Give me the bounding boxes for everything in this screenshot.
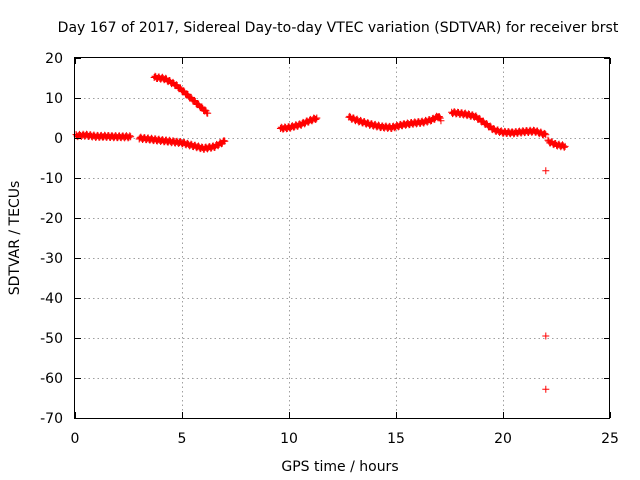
data-point-marker [312, 115, 320, 123]
data-point-marker [559, 142, 567, 150]
y-tick-label: -40 [40, 291, 63, 307]
data-point-marker [187, 93, 195, 101]
series-arc-6 [448, 108, 550, 139]
y-tick-label: -20 [40, 211, 63, 227]
data-point-marker [542, 385, 550, 393]
data-series [72, 72, 569, 393]
data-point-marker [541, 130, 549, 138]
y-tick-labels: -70 -60 -50 -40 -30 -20 -10 0 10 20 [40, 51, 63, 427]
y-tick-label: 0 [54, 131, 63, 147]
x-tick-label: 10 [280, 431, 298, 447]
x-axis-label: GPS time / hours [281, 459, 398, 475]
data-point-marker [561, 142, 569, 150]
series-arc-2 [135, 133, 229, 153]
y-tick-label: 10 [45, 91, 63, 107]
series-arc-7 [544, 136, 569, 151]
grid [75, 58, 610, 418]
y-tick-label: -10 [40, 171, 63, 187]
series-outliers [542, 167, 550, 393]
series-arc-3 [150, 72, 212, 117]
x-tick-labels: 0 5 10 15 20 25 [71, 431, 619, 447]
data-point-marker [542, 167, 550, 175]
series-arc-5 [345, 112, 445, 132]
data-point-marker [127, 133, 135, 141]
data-point-marker [191, 96, 199, 104]
data-point-marker [126, 132, 134, 140]
data-point-marker [220, 137, 228, 145]
series-arc-4 [276, 114, 321, 133]
x-tick-label: 25 [601, 431, 619, 447]
data-point-marker [542, 131, 550, 139]
x-tick-label: 15 [387, 431, 405, 447]
data-point-marker [542, 332, 550, 340]
y-tick-label: -70 [40, 411, 63, 427]
data-point-marker [198, 103, 206, 111]
data-point-marker [177, 84, 185, 92]
x-tick-label: 0 [71, 431, 80, 447]
y-tick-label: -50 [40, 331, 63, 347]
y-tick-label: -30 [40, 251, 63, 267]
data-point-marker [313, 114, 321, 122]
data-point-marker [436, 113, 444, 121]
data-point-marker [221, 137, 229, 145]
series-arc-1 [72, 130, 135, 142]
x-tick-label: 20 [494, 431, 512, 447]
data-point-marker [437, 117, 445, 125]
data-point-marker [204, 109, 212, 117]
plot-frame [74, 57, 610, 419]
y-tick-label: -60 [40, 371, 63, 387]
x-tick-label: 5 [178, 431, 187, 447]
axis-ticks [75, 58, 611, 419]
data-point-marker [180, 87, 188, 95]
data-point-marker [560, 143, 568, 151]
chart-title: Day 167 of 2017, Sidereal Day-to-day VTE… [58, 20, 619, 36]
y-tick-label: 20 [45, 51, 63, 67]
y-axis-label: SDTVAR / TECUs [7, 181, 23, 296]
